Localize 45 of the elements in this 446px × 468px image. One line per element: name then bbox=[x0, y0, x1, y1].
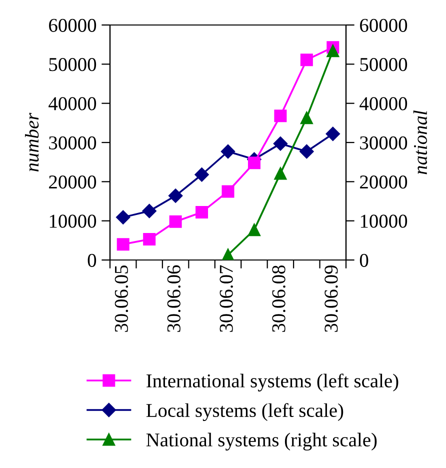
y-axis-title: number bbox=[25, 112, 39, 172]
point bbox=[300, 112, 313, 124]
y-tick-label: 20000 bbox=[49, 175, 96, 189]
point bbox=[222, 248, 234, 260]
point bbox=[300, 54, 313, 66]
point bbox=[196, 206, 208, 218]
point bbox=[143, 232, 156, 246]
legend-label: International systems (left scale) bbox=[146, 374, 398, 392]
y2-tick-label: 30000 bbox=[360, 136, 408, 150]
point bbox=[273, 136, 288, 151]
y-tick-label: 0 bbox=[88, 254, 96, 267]
y2-tick-label: 50000 bbox=[360, 58, 408, 72]
x-tick-label: 30.06.07 bbox=[220, 265, 233, 332]
point bbox=[248, 156, 260, 170]
point bbox=[169, 215, 182, 228]
y2-axis-title: national bbox=[413, 110, 428, 174]
y-tick-label: 40000 bbox=[48, 97, 96, 110]
y-tick-label: 10000 bbox=[50, 214, 96, 228]
point bbox=[116, 210, 130, 224]
x-tick-label: 30.06.08 bbox=[272, 265, 286, 332]
point bbox=[248, 224, 260, 236]
x-tick-label: 30.06.09 bbox=[324, 266, 338, 332]
point bbox=[326, 126, 340, 141]
legend-label: Local systems (left scale) bbox=[146, 403, 344, 422]
y-tick-label: 50000 bbox=[49, 58, 96, 72]
y-tick-label: 30000 bbox=[49, 136, 96, 150]
point bbox=[274, 110, 287, 122]
point bbox=[194, 168, 209, 182]
point bbox=[220, 144, 236, 159]
y2-tick-label: 0 bbox=[360, 254, 368, 267]
point bbox=[274, 167, 287, 180]
point bbox=[142, 204, 156, 218]
point bbox=[168, 188, 183, 203]
x-tick-label: 30.06.06 bbox=[167, 265, 181, 332]
legend-label: National systems (right scale) bbox=[146, 432, 377, 450]
y2-tick-label: 60000 bbox=[360, 18, 408, 32]
y2-tick-label: 20000 bbox=[360, 175, 408, 189]
y2-tick-label: 10000 bbox=[360, 214, 408, 228]
point bbox=[300, 144, 314, 159]
y2-tick-label: 40000 bbox=[360, 97, 408, 110]
point bbox=[222, 185, 234, 198]
point bbox=[116, 238, 130, 251]
x-tick-label: 30.06.05 bbox=[114, 265, 128, 332]
y-tick-label: 60000 bbox=[49, 18, 96, 32]
point bbox=[326, 44, 340, 58]
